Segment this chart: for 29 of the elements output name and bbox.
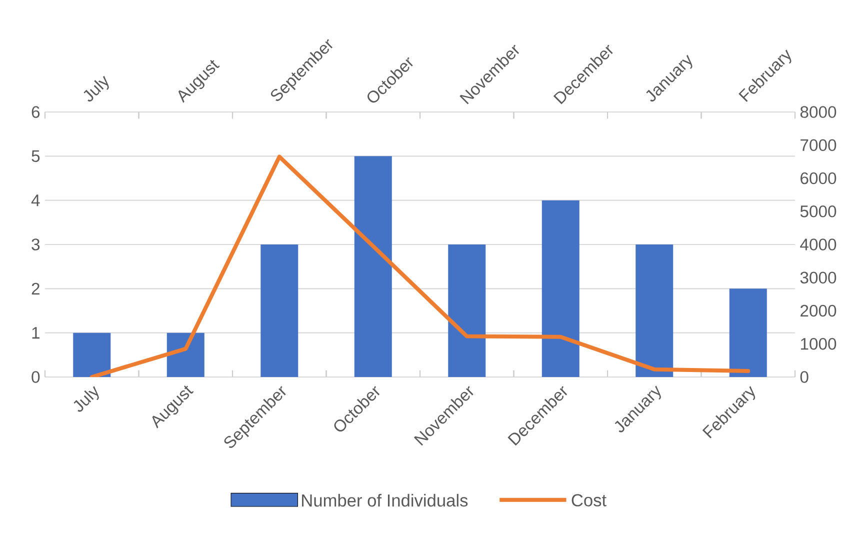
y2-tick-label: 2000	[800, 304, 836, 317]
bar	[166, 332, 204, 377]
y2-tick-label: 3000	[800, 272, 836, 284]
y-tick-label: 3	[32, 238, 40, 250]
bar	[636, 244, 674, 377]
y-tick-label: 6	[32, 106, 40, 118]
bar	[354, 156, 392, 377]
x-tick-label: July	[74, 386, 99, 412]
y2-tick-label: 7000	[800, 139, 836, 152]
y-tick-label: 1	[32, 327, 40, 339]
y-tick-label: 5	[32, 150, 40, 162]
bar	[729, 288, 767, 377]
bar	[448, 244, 486, 377]
category-label: July	[84, 76, 109, 102]
legend-label: Cost	[572, 494, 606, 506]
bar	[260, 244, 298, 377]
y2-tick-label: 0	[800, 371, 808, 383]
y2-tick-label: 1000	[800, 338, 836, 350]
y-tick-label: 2	[32, 282, 40, 294]
line-series	[90, 154, 750, 377]
bar	[73, 332, 111, 377]
y2-tick-label: 8000	[800, 106, 836, 118]
y2-tick-label: 4000	[800, 238, 836, 250]
y2-tick-label: 6000	[800, 172, 836, 184]
y-tick-label: 4	[31, 194, 40, 206]
y2-tick-label: 5000	[800, 205, 836, 218]
bar	[542, 200, 580, 377]
legend-label: Number of Individuals	[302, 494, 468, 507]
y-tick-label: 0	[32, 371, 40, 383]
